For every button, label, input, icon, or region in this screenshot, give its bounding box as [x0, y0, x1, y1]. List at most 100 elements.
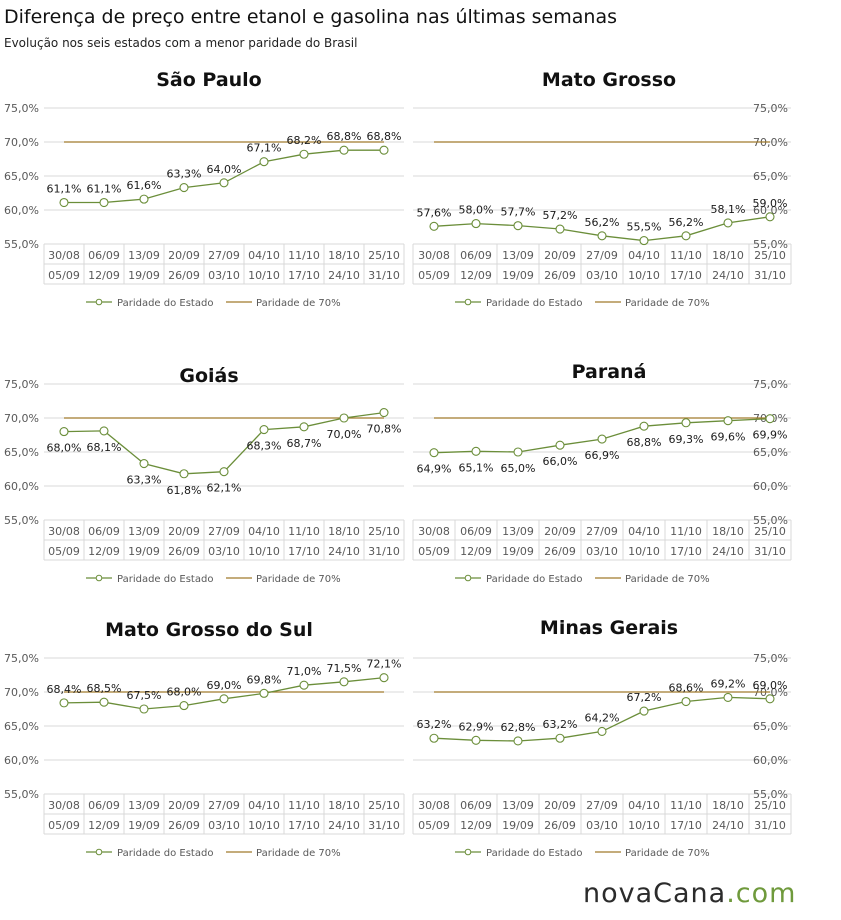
x-tick-label: 10/10	[248, 269, 280, 282]
data-point	[639, 421, 649, 431]
data-label: 62,1%	[207, 482, 242, 495]
data-label: 64,9%	[417, 463, 452, 476]
data-point	[639, 236, 649, 246]
x-tick-label: 05/09	[48, 545, 80, 558]
x-tick-label: 31/10	[754, 819, 786, 832]
x-tick-label: 06/09	[88, 525, 120, 538]
x-tick-label: 31/10	[754, 269, 786, 282]
chart-title: Paraná	[572, 361, 647, 383]
x-tick-label: 20/09	[168, 525, 200, 538]
x-tick-label: 18/10	[328, 525, 360, 538]
legend-marker-series	[95, 574, 103, 582]
x-tick-label: 20/09	[544, 799, 576, 812]
y-tick-label: 75,0%	[753, 652, 788, 665]
x-tick-label: 04/10	[628, 249, 660, 262]
y-tick-label: 60,0%	[4, 480, 39, 493]
data-point	[379, 673, 389, 683]
x-tick-label: 13/09	[502, 249, 534, 262]
data-point	[179, 701, 189, 711]
x-tick-label: 18/10	[712, 799, 744, 812]
logo-domain: .com	[726, 878, 797, 909]
data-label: 65,1%	[459, 461, 494, 474]
x-tick-label: 30/08	[418, 525, 450, 538]
legend-label: Paridade de 70%	[256, 848, 341, 859]
x-tick-label: 04/10	[628, 799, 660, 812]
x-tick-label: 31/10	[754, 545, 786, 558]
x-tick-label: 06/09	[88, 799, 120, 812]
x-tick-label: 03/10	[586, 819, 618, 832]
x-tick-label: 12/09	[460, 545, 492, 558]
x-tick-label: 05/09	[48, 819, 80, 832]
data-label: 57,2%	[543, 209, 578, 222]
y-tick-label: 55,0%	[4, 238, 39, 251]
data-label: 71,0%	[287, 665, 322, 678]
data-label: 61,1%	[87, 183, 122, 196]
data-label: 58,0%	[459, 204, 494, 217]
x-tick-label: 27/09	[208, 799, 240, 812]
x-tick-label: 26/09	[544, 269, 576, 282]
x-tick-label: 12/09	[460, 819, 492, 832]
y-tick-label: 70,0%	[4, 686, 39, 699]
x-tick-label: 20/09	[168, 799, 200, 812]
data-point	[179, 469, 189, 479]
y-tick-label: 70,0%	[4, 412, 39, 425]
legend-marker-series	[464, 298, 472, 306]
y-tick-label: 65,0%	[4, 170, 39, 183]
x-tick-label: 18/10	[712, 249, 744, 262]
y-tick-label: 65,0%	[753, 720, 788, 733]
data-label: 69,6%	[711, 431, 746, 444]
x-tick-label: 10/10	[248, 545, 280, 558]
x-tick-label: 19/09	[128, 269, 160, 282]
chart-panel: Goiás 55,0% 60,0% 65,0% 70,0% 75,0% 30/08 05/09…	[4, 365, 405, 585]
data-point	[139, 704, 149, 714]
data-label: 61,6%	[127, 179, 162, 192]
x-tick-label: 10/10	[248, 819, 280, 832]
x-tick-label: 13/09	[502, 525, 534, 538]
x-tick-label: 06/09	[88, 249, 120, 262]
legend-label: Paridade do Estado	[117, 298, 213, 309]
y-tick-label: 70,0%	[753, 136, 788, 149]
x-tick-label: 17/10	[670, 819, 702, 832]
data-label: 61,8%	[167, 484, 202, 497]
x-tick-label: 30/08	[418, 249, 450, 262]
y-tick-label: 65,0%	[4, 720, 39, 733]
x-tick-label: 17/10	[670, 269, 702, 282]
x-tick-label: 12/09	[88, 545, 120, 558]
logo-text: novaCana	[583, 878, 727, 909]
novacana-logo: novaCana.com	[583, 878, 796, 909]
data-label: 62,8%	[501, 721, 536, 734]
y-tick-label: 65,0%	[4, 446, 39, 459]
data-label: 68,8%	[327, 130, 362, 143]
x-tick-label: 25/10	[754, 799, 786, 812]
chart-title: Mato Grosso	[542, 69, 676, 91]
x-tick-label: 18/10	[328, 249, 360, 262]
x-tick-label: 26/09	[544, 545, 576, 558]
data-label: 69,9%	[753, 429, 788, 442]
chart-panel: Minas Gerais 55,0% 60,0% 65,0% 70,0% 75,0% 30/…	[412, 617, 792, 859]
data-label: 69,0%	[207, 679, 242, 692]
x-tick-label: 12/09	[460, 269, 492, 282]
data-point	[219, 467, 229, 477]
data-point	[765, 212, 775, 222]
data-point	[139, 194, 149, 204]
data-label: 61,1%	[47, 183, 82, 196]
x-tick-label: 11/10	[288, 249, 320, 262]
data-label: 55,5%	[627, 221, 662, 234]
data-label: 68,0%	[47, 442, 82, 455]
data-point	[471, 735, 481, 745]
data-label: 63,2%	[543, 718, 578, 731]
data-label: 63,3%	[167, 168, 202, 181]
data-label: 58,1%	[711, 203, 746, 216]
data-point	[765, 694, 775, 704]
x-tick-label: 12/09	[88, 269, 120, 282]
x-tick-label: 18/10	[712, 525, 744, 538]
y-tick-label: 75,0%	[753, 102, 788, 115]
data-point	[513, 447, 523, 457]
data-point	[99, 197, 109, 208]
x-tick-label: 24/10	[328, 819, 360, 832]
data-label: 57,6%	[417, 206, 452, 219]
x-tick-label: 30/08	[418, 799, 450, 812]
x-tick-label: 24/10	[328, 545, 360, 558]
chart-title: Minas Gerais	[540, 617, 678, 639]
data-point	[723, 692, 733, 702]
